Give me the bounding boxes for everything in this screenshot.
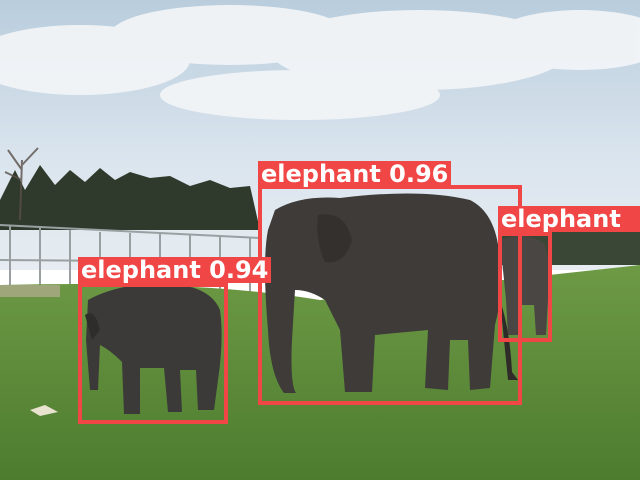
detection-box-elephant-large [258,185,522,405]
clouds [0,5,640,120]
path-strip [0,285,60,297]
elephant-calf [85,283,222,414]
detection-label-elephant-calf: elephant 0.94 [78,257,272,283]
detection-box-elephant-calf [78,283,228,424]
ground-debris [30,405,58,416]
detection-label-elephant-right: elephant [498,206,640,232]
detection-box-elephant-right [498,232,552,342]
elephant-right [500,236,550,335]
detection-label-elephant-large: elephant 0.96 [258,161,452,187]
bare-tree [4,147,39,221]
